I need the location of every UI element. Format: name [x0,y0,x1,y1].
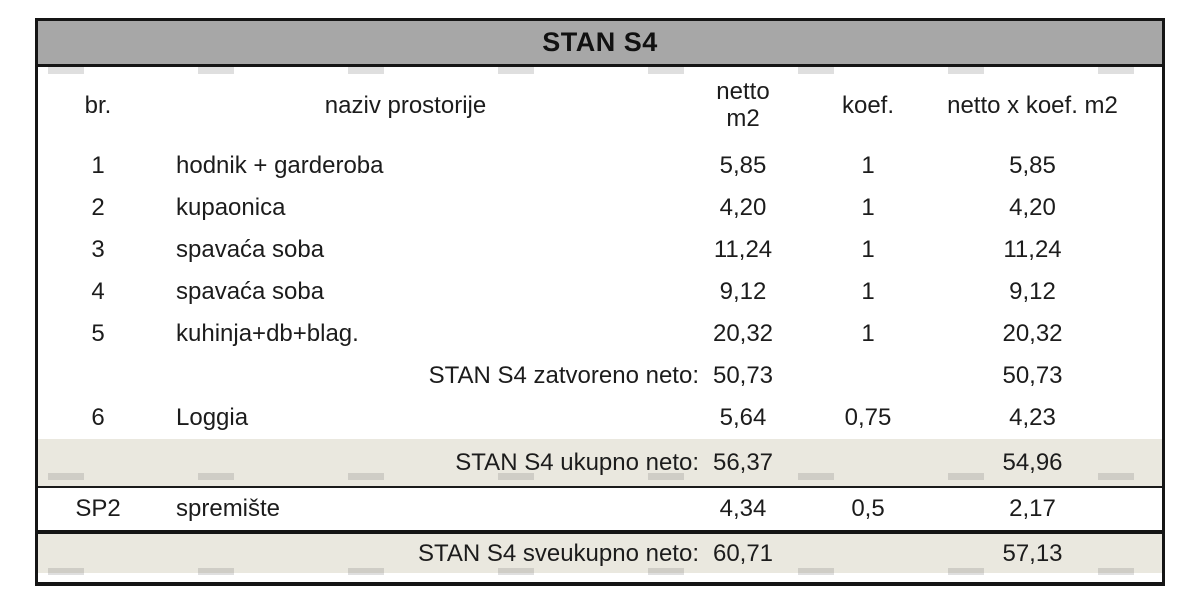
subtotal-label: STAN S4 zatvoreno neto: [428,362,699,389]
column-header-br: br. [84,92,112,119]
netto-koef-value: 54,96 [1002,448,1063,476]
column-header-name: naziv prostorije [324,92,487,119]
netto-value: 9,12 [719,278,767,305]
table-row: 3 spavaća soba 11,24 1 11,24 [38,229,1162,271]
koef-value: 1 [861,278,875,305]
row-number: 6 [91,404,105,431]
row-number: 4 [91,278,105,305]
netto-koef-value: 2,17 [1009,495,1056,522]
room-name: spavaća soba [176,278,325,305]
koef-value: 0,5 [851,495,885,522]
netto-koef-value: 57,13 [1002,539,1063,567]
room-name: kuhinja+db+blag. [176,320,359,347]
row-number: 5 [91,320,105,347]
table-row: 4 spavaća soba 9,12 1 9,12 [38,271,1162,313]
row-number: 2 [91,194,105,221]
row-number: 3 [91,236,105,263]
table-row: 2 kupaonica 4,20 1 4,20 [38,187,1162,229]
netto-value: 20,32 [712,320,774,347]
netto-koef-value: 50,73 [1002,362,1063,389]
netto-koef-value: 9,12 [1009,278,1056,305]
netto-koef-value: 11,24 [1003,236,1062,263]
room-name: spremište [176,495,281,522]
netto-koef-value: 4,20 [1009,194,1056,221]
netto-value: 4,34 [719,495,767,522]
room-name: hodnik + garderoba [176,152,384,179]
column-header-koef: koef. [841,92,895,119]
netto-value: 56,37 [712,448,774,476]
koef-value: 0,75 [844,404,892,431]
netto-value: 11,24 [713,236,773,263]
netto-koef-value: 5,85 [1009,152,1056,179]
subtotal-row-zatvoreno: STAN S4 zatvoreno neto: 50,73 50,73 [38,355,1162,397]
total-row-sveukupno: STAN S4 sveukupno neto: 60,71 57,13 [38,530,1162,573]
koef-value: 1 [861,320,875,347]
koef-value: 1 [861,152,875,179]
netto-koef-value: 4,23 [1009,404,1056,431]
room-name: Loggia [176,404,249,431]
subtotal-row-ukupno: STAN S4 ukupno neto: 56,37 54,96 [38,439,1162,486]
row-number: 1 [91,152,105,179]
column-header-netto: netto m2 [716,78,770,132]
koef-value: 1 [861,194,875,221]
koef-value: 1 [861,236,875,263]
table-row: 5 kuhinja+db+blag. 20,32 1 20,32 [38,313,1162,355]
column-header-netto-x-koef: netto x koef. m2 [947,92,1118,119]
netto-value: 4,20 [719,194,767,221]
table-row: 1 hodnik + garderoba 5,85 1 5,85 [38,145,1162,187]
table-row: 6 Loggia 5,64 0,75 4,23 [38,397,1162,439]
subtotal-label: STAN S4 ukupno neto: [455,448,699,476]
area-table: STAN S4 br. naziv prostorije netto m2 ko… [35,18,1165,586]
netto-value: 60,71 [712,539,774,567]
netto-value: 5,64 [719,404,767,431]
table-title: STAN S4 [542,27,658,57]
room-name: kupaonica [176,194,286,221]
netto-value: 5,85 [719,152,767,179]
table-row-sp2: SP2 spremište 4,34 0,5 2,17 [38,486,1162,530]
total-label: STAN S4 sveukupno neto: [417,539,699,567]
row-number: SP2 [75,495,121,522]
netto-value: 50,73 [712,362,774,389]
column-header-row: br. naziv prostorije netto m2 koef. nett… [38,67,1162,145]
netto-koef-value: 20,32 [1002,320,1063,347]
room-name: spavaća soba [176,236,325,263]
table-title-band: STAN S4 [38,21,1162,67]
